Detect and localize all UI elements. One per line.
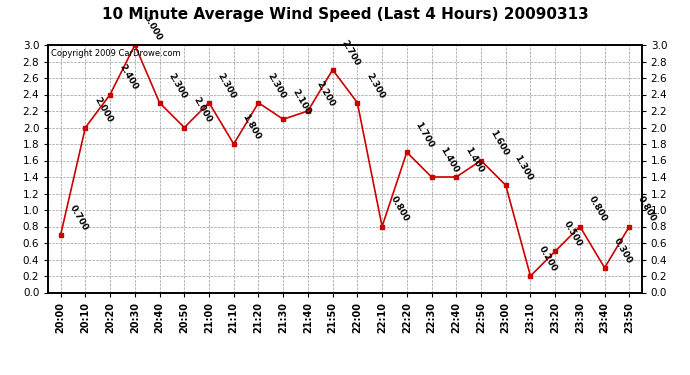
Text: Copyright 2009 CarDrowe.com: Copyright 2009 CarDrowe.com bbox=[51, 49, 181, 58]
Text: 2.200: 2.200 bbox=[315, 80, 337, 108]
Text: 0.800: 0.800 bbox=[389, 195, 411, 224]
Text: 1.400: 1.400 bbox=[463, 145, 485, 174]
Text: 0.300: 0.300 bbox=[611, 236, 633, 265]
Text: 2.300: 2.300 bbox=[216, 71, 238, 100]
Text: 2.300: 2.300 bbox=[364, 71, 386, 100]
Text: 2.700: 2.700 bbox=[339, 38, 362, 67]
Text: 3.000: 3.000 bbox=[141, 13, 164, 42]
Text: 0.500: 0.500 bbox=[562, 220, 584, 249]
Text: 1.400: 1.400 bbox=[438, 145, 460, 174]
Text: 2.000: 2.000 bbox=[92, 96, 114, 125]
Text: 2.400: 2.400 bbox=[117, 63, 139, 92]
Text: 2.100: 2.100 bbox=[290, 88, 312, 117]
Text: 1.800: 1.800 bbox=[241, 112, 262, 141]
Text: 10 Minute Average Wind Speed (Last 4 Hours) 20090313: 10 Minute Average Wind Speed (Last 4 Hou… bbox=[101, 8, 589, 22]
Text: 1.300: 1.300 bbox=[513, 154, 535, 183]
Text: 0.800: 0.800 bbox=[636, 195, 658, 224]
Text: 2.000: 2.000 bbox=[191, 96, 213, 125]
Text: 0.800: 0.800 bbox=[586, 195, 609, 224]
Text: 0.200: 0.200 bbox=[538, 244, 559, 273]
Text: 1.700: 1.700 bbox=[414, 120, 435, 150]
Text: 2.300: 2.300 bbox=[266, 71, 287, 100]
Text: 0.700: 0.700 bbox=[68, 203, 90, 232]
Text: 2.300: 2.300 bbox=[166, 71, 188, 100]
Text: 1.600: 1.600 bbox=[488, 129, 510, 158]
